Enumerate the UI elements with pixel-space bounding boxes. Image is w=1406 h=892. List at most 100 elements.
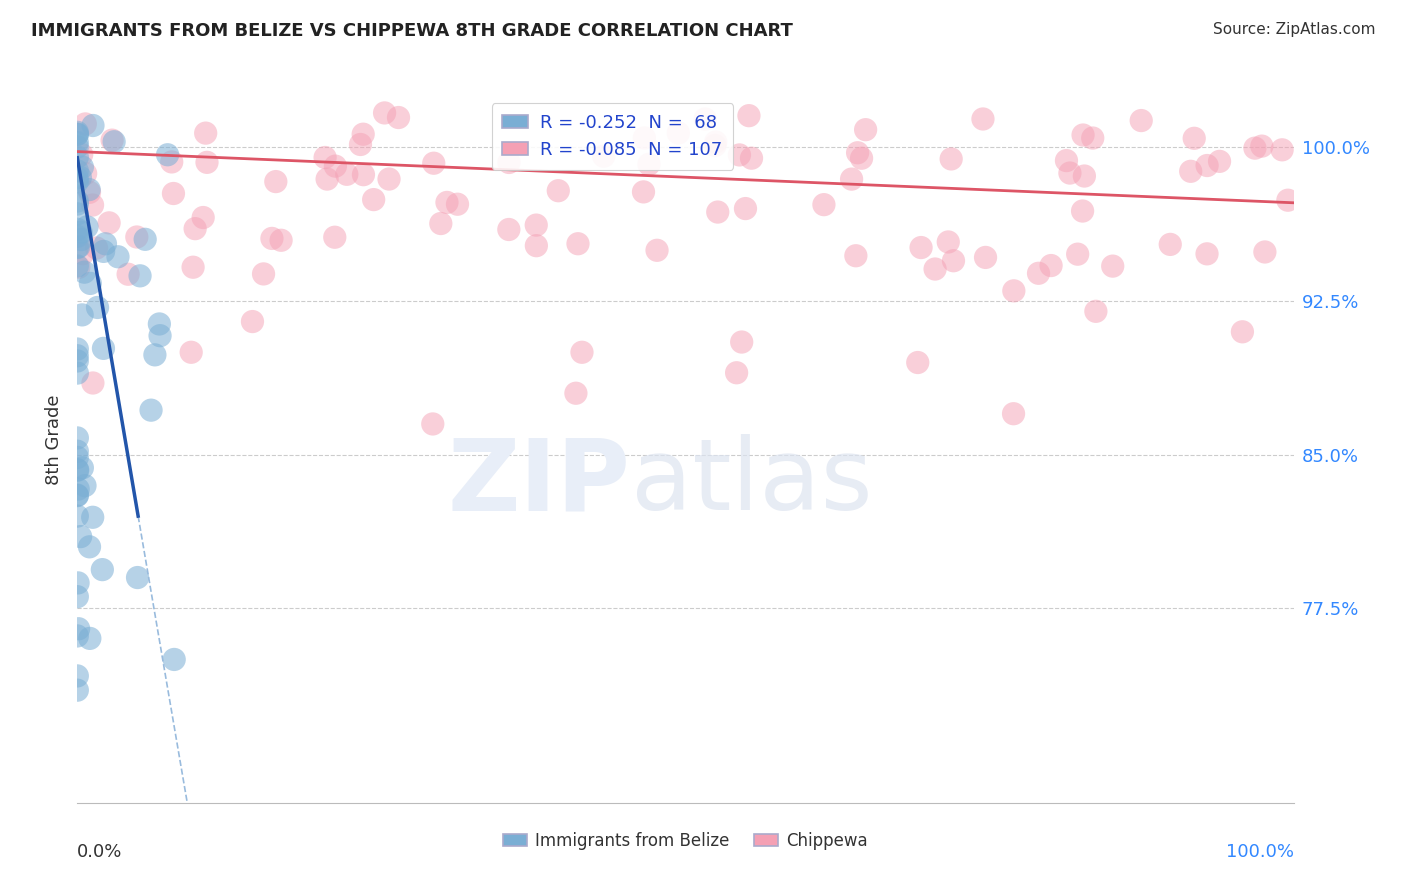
- Point: [738, 109, 761, 123]
- Point: [695, 112, 717, 126]
- Point: [1002, 284, 1025, 298]
- Point: [316, 172, 339, 186]
- Point: [260, 231, 283, 245]
- Point: [638, 157, 661, 171]
- Point: [66, 140, 89, 154]
- Point: [1056, 153, 1078, 168]
- Point: [1250, 139, 1272, 153]
- Point: [66, 590, 89, 604]
- Point: [67, 240, 90, 254]
- Point: [264, 175, 287, 189]
- Y-axis label: 8th Grade: 8th Grade: [45, 394, 63, 484]
- Point: [728, 148, 751, 162]
- Point: [77, 183, 100, 197]
- Point: [734, 202, 756, 216]
- Point: [645, 244, 668, 258]
- Point: [363, 193, 385, 207]
- Point: [974, 251, 997, 265]
- Point: [378, 172, 401, 186]
- Point: [125, 230, 148, 244]
- Point: [66, 354, 89, 368]
- Point: [910, 241, 932, 255]
- Point: [66, 342, 89, 356]
- Point: [704, 135, 727, 149]
- Point: [1159, 237, 1181, 252]
- Point: [1066, 247, 1088, 261]
- Point: [1084, 304, 1107, 318]
- Point: [70, 225, 93, 239]
- Point: [446, 197, 468, 211]
- Point: [704, 138, 727, 153]
- Point: [66, 127, 89, 141]
- Point: [93, 342, 115, 356]
- Point: [567, 236, 589, 251]
- Point: [98, 216, 121, 230]
- Point: [70, 233, 93, 247]
- Point: [160, 155, 183, 169]
- Point: [547, 184, 569, 198]
- Point: [163, 652, 186, 666]
- Point: [91, 563, 114, 577]
- Point: [1040, 259, 1063, 273]
- Point: [76, 219, 98, 234]
- Point: [1277, 193, 1299, 207]
- Point: [741, 151, 763, 165]
- Point: [1081, 131, 1104, 145]
- Point: [1028, 266, 1050, 280]
- Point: [633, 185, 655, 199]
- Point: [524, 218, 547, 232]
- Point: [242, 314, 264, 328]
- Point: [73, 478, 96, 492]
- Point: [1232, 325, 1254, 339]
- Text: 0.0%: 0.0%: [77, 843, 122, 861]
- Point: [82, 119, 104, 133]
- Point: [66, 349, 89, 363]
- Point: [69, 530, 91, 544]
- Point: [1180, 164, 1202, 178]
- Point: [127, 570, 149, 584]
- Point: [731, 334, 754, 349]
- Point: [107, 250, 129, 264]
- Point: [66, 683, 89, 698]
- Point: [907, 355, 929, 369]
- Point: [79, 277, 101, 291]
- Point: [666, 126, 689, 140]
- Point: [565, 386, 588, 401]
- Point: [66, 128, 89, 142]
- Text: Source: ZipAtlas.com: Source: ZipAtlas.com: [1212, 22, 1375, 37]
- Point: [67, 575, 90, 590]
- Point: [66, 207, 89, 221]
- Point: [143, 348, 166, 362]
- Point: [846, 145, 869, 160]
- Point: [323, 230, 346, 244]
- Point: [592, 149, 614, 163]
- Point: [1101, 259, 1123, 273]
- Point: [1197, 159, 1219, 173]
- Point: [374, 106, 396, 120]
- Point: [70, 147, 93, 161]
- Point: [498, 222, 520, 236]
- Point: [82, 198, 104, 212]
- Point: [67, 260, 90, 275]
- Point: [851, 151, 873, 165]
- Point: [1254, 244, 1277, 259]
- Point: [430, 217, 453, 231]
- Point: [73, 265, 96, 279]
- Point: [180, 345, 202, 359]
- Point: [66, 197, 89, 211]
- Point: [184, 221, 207, 235]
- Point: [66, 431, 89, 445]
- Point: [66, 489, 89, 503]
- Point: [66, 444, 89, 458]
- Point: [66, 240, 89, 254]
- Point: [66, 509, 89, 524]
- Point: [841, 172, 863, 186]
- Point: [82, 376, 104, 390]
- Text: atlas: atlas: [631, 434, 872, 532]
- Point: [86, 241, 108, 255]
- Point: [66, 171, 89, 186]
- Point: [436, 195, 458, 210]
- Point: [75, 117, 97, 131]
- Point: [524, 238, 547, 252]
- Point: [117, 267, 139, 281]
